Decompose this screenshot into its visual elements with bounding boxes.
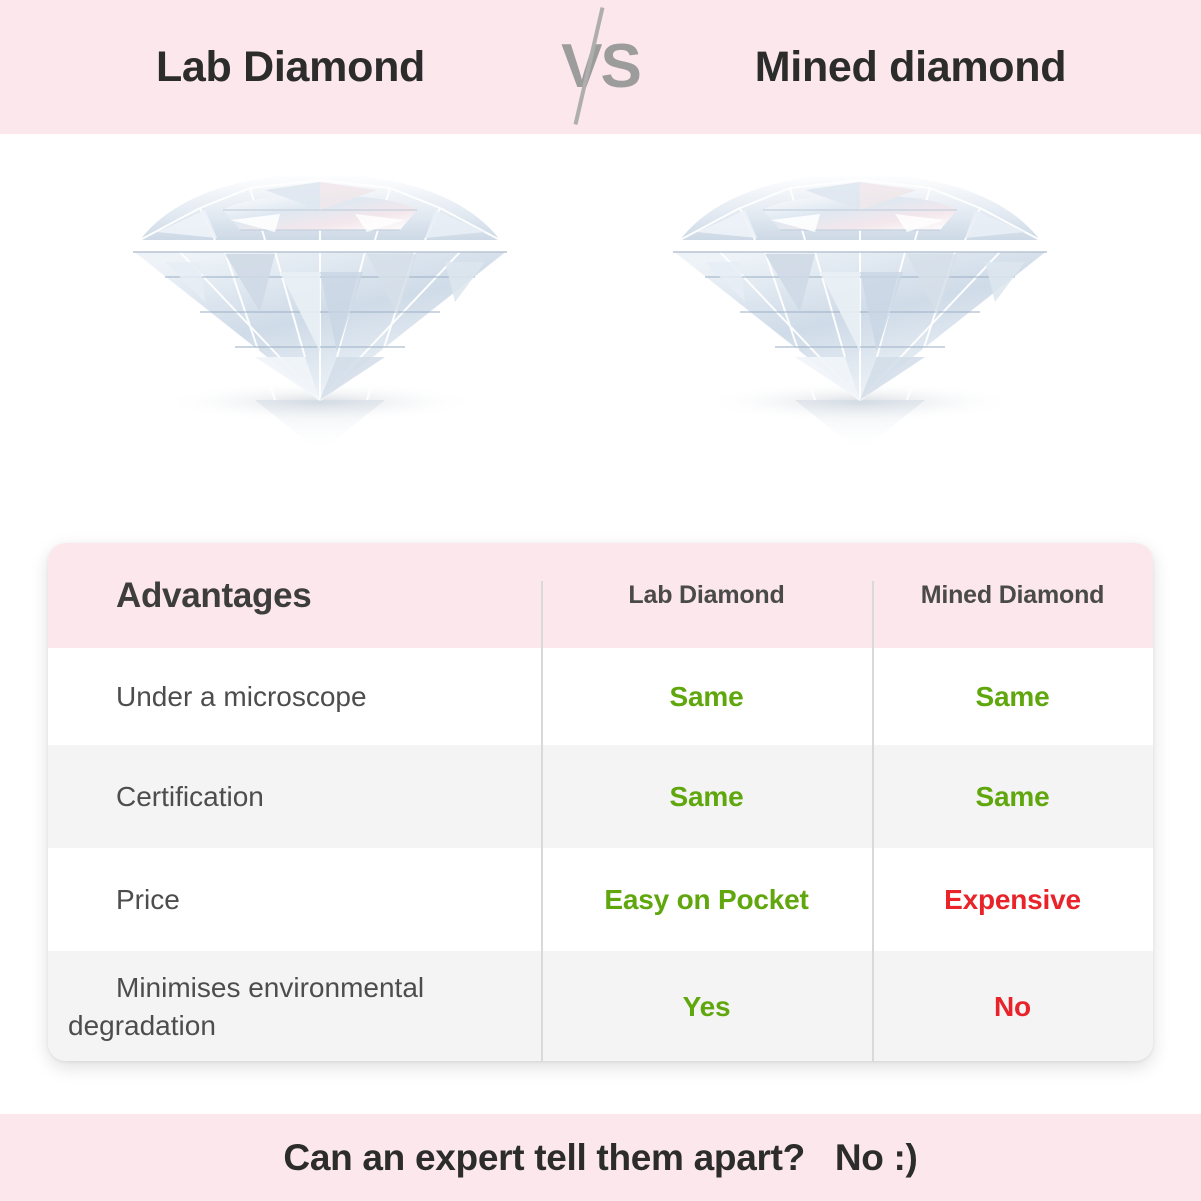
footer-question: Can an expert tell them apart? No :)	[283, 1136, 918, 1178]
row-mined-value: Expensive	[944, 883, 1081, 915]
vs-label: VS	[561, 32, 642, 101]
diamond-icon	[672, 174, 1048, 452]
header-cell-lab: Lab Diamond	[541, 581, 872, 610]
row-feature-cell: Minimises environmental degradation	[48, 969, 541, 1045]
row-feature-label: Under a microscope	[116, 680, 367, 712]
row-feature-cell: Certification	[48, 778, 541, 816]
mined-diamond-image	[645, 152, 1075, 462]
lab-diamond-image	[105, 152, 535, 462]
row-lab-cell: Same	[541, 781, 872, 813]
header-cell-advantages: Advantages	[48, 576, 541, 616]
comparison-table: Advantages Lab Diamond Mined Diamond Und…	[48, 543, 1153, 1061]
row-lab-value: Same	[669, 680, 744, 712]
header-title-mined: Mined diamond	[754, 42, 1067, 91]
row-mined-value: No	[994, 991, 1031, 1022]
table-row: Certification Same Same	[48, 745, 1153, 848]
header-inner: Lab Diamond VS Mined diamond	[0, 0, 1201, 134]
vs-badge: VS	[541, 0, 661, 134]
row-lab-cell: Easy on Pocket	[541, 884, 872, 916]
row-feature-label: Minimises environmental degradation	[68, 972, 425, 1041]
header-label-lab: Lab Diamond	[628, 581, 785, 609]
table-row: Minimises environmental degradation Yes …	[48, 951, 1153, 1061]
row-lab-value: Same	[669, 780, 744, 812]
row-lab-value: Yes	[682, 991, 731, 1022]
row-mined-value: Same	[975, 680, 1050, 712]
row-mined-cell: Expensive	[872, 884, 1153, 916]
header-label-advantages: Advantages	[116, 575, 312, 615]
row-feature-label: Price	[116, 883, 180, 915]
row-mined-cell: Same	[872, 681, 1153, 713]
table-header-row: Advantages Lab Diamond Mined Diamond	[48, 543, 1153, 648]
header-label-mined: Mined Diamond	[920, 581, 1105, 609]
row-feature-cell: Price	[48, 881, 541, 919]
row-mined-cell: No	[872, 991, 1153, 1023]
row-feature-cell: Under a microscope	[48, 678, 541, 716]
row-lab-cell: Yes	[541, 991, 872, 1023]
row-lab-cell: Same	[541, 681, 872, 713]
table-row: Under a microscope Same Same	[48, 648, 1153, 745]
diamond-icon	[132, 174, 508, 452]
table-row: Price Easy on Pocket Expensive	[48, 848, 1153, 951]
diamond-image-area	[0, 134, 1201, 534]
header-title-lab: Lab Diamond	[155, 42, 426, 91]
row-mined-value: Same	[975, 780, 1050, 812]
footer-band: Can an expert tell them apart? No :)	[0, 1114, 1201, 1201]
row-lab-value: Easy on Pocket	[604, 883, 809, 915]
row-mined-cell: Same	[872, 781, 1153, 813]
header-band: Lab Diamond VS Mined diamond	[0, 0, 1201, 134]
header-cell-mined: Mined Diamond	[872, 581, 1153, 610]
row-feature-label: Certification	[116, 780, 264, 812]
